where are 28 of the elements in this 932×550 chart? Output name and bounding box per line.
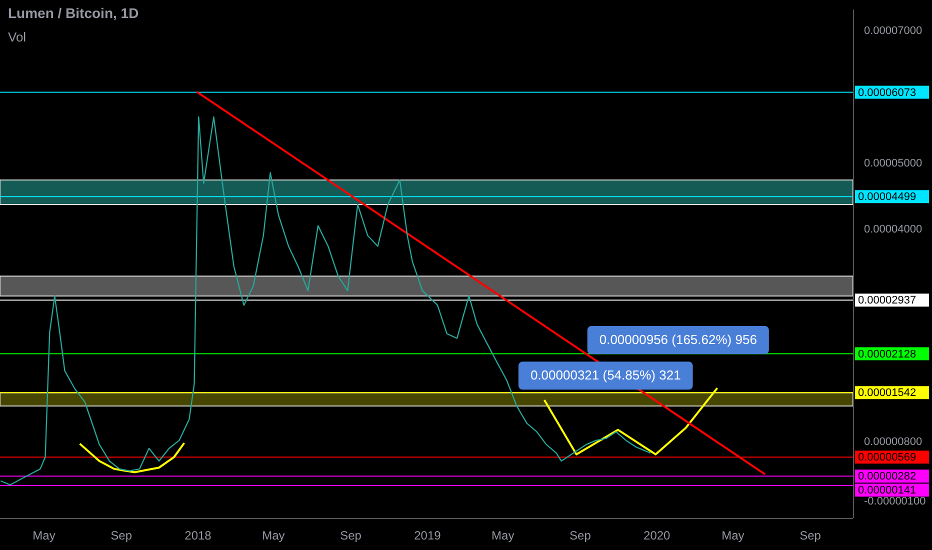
y-tick-label: 0.00007000 <box>864 24 922 37</box>
y-tick-label: 0.00000800 <box>864 436 922 448</box>
chart-title: Lumen / Bitcoin, 1D <box>8 4 139 21</box>
y-tick-label: -0.00000100 <box>864 495 926 508</box>
x-tick-label: 2020 <box>644 528 671 543</box>
x-tick-label: Sep <box>340 528 362 543</box>
text: Vol <box>8 30 26 45</box>
annotation: 0.00000321 (54.85%) 321 <box>530 368 681 383</box>
x-tick-label: Sep <box>570 528 592 543</box>
ref-line-label: 0.00006073 <box>858 86 916 99</box>
ref-line-label: 0.00000282 <box>858 470 916 483</box>
ref-line-label: 0.00000141 <box>858 484 916 497</box>
x-tick-label: Sep <box>110 528 132 543</box>
x-tick-label: May <box>492 528 514 543</box>
ref-line-label: 0.00000569 <box>858 452 916 464</box>
x-tick-label: May <box>32 528 56 543</box>
ref-line-label: 0.00004499 <box>858 191 916 204</box>
x-tick-label: 2018 <box>184 528 212 543</box>
ref-line-label: 0.00001542 <box>858 387 916 400</box>
ref-line-label: 0.00002128 <box>858 348 916 360</box>
x-tick-label: May <box>262 528 285 543</box>
y-tick-label: 0.00005000 <box>864 157 922 170</box>
annotation: 0.00000956 (165.62%) 956 <box>599 332 757 348</box>
x-tick-label: May <box>722 528 744 543</box>
y-tick-label: 0.00004000 <box>864 224 922 236</box>
ref-line-label: 0.00002937 <box>858 294 916 307</box>
x-tick-label: Sep <box>800 528 822 543</box>
x-tick-label: 2019 <box>414 528 442 543</box>
